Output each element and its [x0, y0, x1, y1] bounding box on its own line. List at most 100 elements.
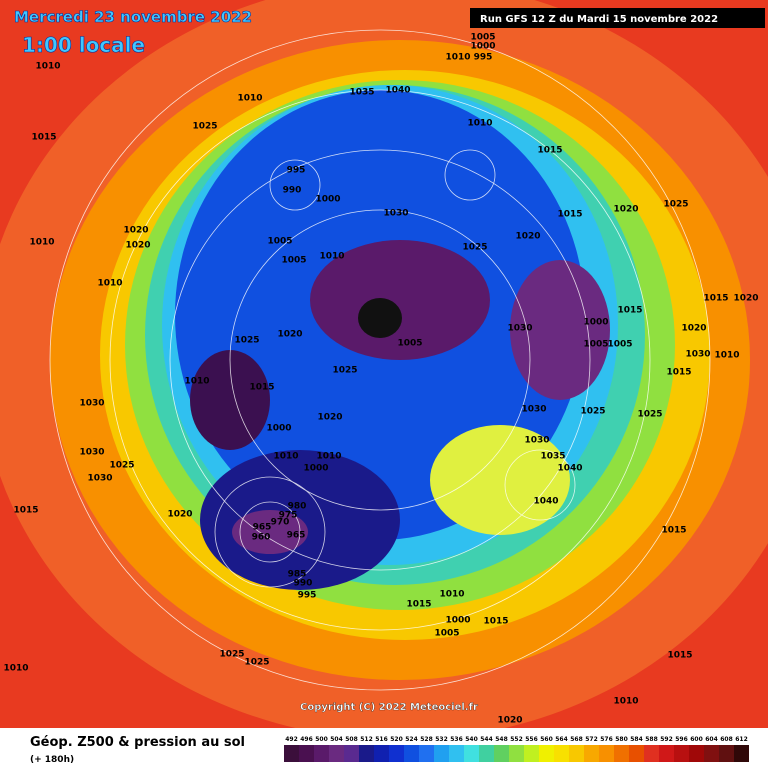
isobar-label: 1015: [537, 146, 562, 156]
isobar-label: 1025: [234, 336, 259, 346]
scale-label: 516: [375, 736, 388, 743]
scale-swatch: [569, 745, 584, 762]
isobar-label: 995: [287, 166, 306, 176]
scale-swatch: [404, 745, 419, 762]
scale-swatch: [464, 745, 479, 762]
isobar-label: 990: [294, 579, 313, 589]
scale-swatch: [524, 745, 539, 762]
isobar-label: 1005: [583, 340, 608, 350]
isobar-label: 1010: [3, 664, 28, 674]
scale-label: 604: [705, 736, 718, 743]
scale-label: 560: [540, 736, 553, 743]
isobar-label: 1005: [397, 339, 422, 349]
scale-swatch: [419, 745, 434, 762]
scale-label: 504: [330, 736, 343, 743]
isobar-label: 995: [474, 53, 493, 63]
isobar-label: 1030: [507, 324, 532, 334]
isobar-label: 995: [298, 591, 317, 601]
scale-swatch: [389, 745, 404, 762]
isobar-label: 965: [287, 531, 306, 541]
scale-label: 520: [390, 736, 403, 743]
scale-swatch: [329, 745, 344, 762]
isobar-label: 1015: [13, 506, 38, 516]
scale-swatch: [284, 745, 299, 762]
scale-label: 580: [615, 736, 628, 743]
copyright: Copyright (C) 2022 Meteociel.fr: [300, 702, 478, 713]
isobar-label: 980: [288, 502, 307, 512]
isobar-label: 1030: [685, 350, 710, 360]
scale-swatch: [614, 745, 629, 762]
isobar-label: 1005: [267, 237, 292, 247]
isobar-label: 1015: [667, 651, 692, 661]
isobar-label: 1030: [87, 474, 112, 484]
scale-swatch: [719, 745, 734, 762]
scale-swatch: [434, 745, 449, 762]
isobar-label: 960: [252, 533, 271, 543]
isobar-label: 1015: [666, 368, 691, 378]
isobar-label: 1000: [583, 318, 608, 328]
scale-label: 556: [525, 736, 538, 743]
scale-swatch: [299, 745, 314, 762]
isobar-label: 1000: [445, 616, 470, 626]
isobar-label: 1015: [483, 617, 508, 627]
isobar-label: 1005: [607, 340, 632, 350]
isobar-label: 1010: [467, 119, 492, 129]
scale-label: 600: [690, 736, 703, 743]
isobar-label: 1030: [524, 436, 549, 446]
isobar-label: 1025: [332, 366, 357, 376]
map-field: [0, 0, 768, 728]
scale-label: 524: [405, 736, 418, 743]
scale-swatch: [644, 745, 659, 762]
isobar-label: 1020: [123, 226, 148, 236]
isobar-label: 1010: [316, 452, 341, 462]
isobar-label: 1015: [617, 306, 642, 316]
isobar-label: 1030: [521, 405, 546, 415]
isobar-label: 1005: [281, 256, 306, 266]
scale-label: 496: [300, 736, 313, 743]
isobar-label: 1015: [249, 383, 274, 393]
isobar-label: 1010: [714, 351, 739, 361]
scale-swatch: [674, 745, 689, 762]
scale-swatch: [449, 745, 464, 762]
scale-swatch: [539, 745, 554, 762]
scale-label: 552: [510, 736, 523, 743]
run-info: Run GFS 12 Z du Mardi 15 novembre 2022: [480, 14, 718, 25]
scale-label: 608: [720, 736, 733, 743]
isobar-label: 1000: [470, 42, 495, 52]
isobar-label: 1010: [439, 590, 464, 600]
isobar-label: 1020: [681, 324, 706, 334]
scale-label: 588: [645, 736, 658, 743]
isobar-label: 1020: [497, 716, 522, 726]
isobar-label: 1025: [109, 461, 134, 471]
scale-label: 508: [345, 736, 358, 743]
isobar-label: 1005: [470, 33, 495, 43]
isobar-label: 1010: [273, 452, 298, 462]
isobar-label: 1025: [192, 122, 217, 132]
isobar-label: 1000: [266, 424, 291, 434]
isobar-label: 1015: [661, 526, 686, 536]
isobar-label: 1020: [167, 510, 192, 520]
scale-swatch: [479, 745, 494, 762]
isobar-label: 1025: [219, 650, 244, 660]
isobar-label: 1035: [540, 452, 565, 462]
scale-swatch: [314, 745, 329, 762]
scale-label: 592: [660, 736, 673, 743]
isobar-label: 1030: [79, 399, 104, 409]
isobar-label: 965: [253, 523, 272, 533]
scale-label: 596: [675, 736, 688, 743]
scale-swatch: [374, 745, 389, 762]
isobar-label: 1025: [580, 407, 605, 417]
isobar-label: 975: [279, 511, 298, 521]
isobar-label: 1020: [733, 294, 758, 304]
run-box: [470, 8, 765, 28]
isobar-label: 1025: [244, 658, 269, 668]
scale-label: 492: [285, 736, 298, 743]
isobar-label: 1025: [637, 410, 662, 420]
scale-swatch: [494, 745, 509, 762]
isobar-label: 1015: [703, 294, 728, 304]
isobar-label: 1000: [315, 195, 340, 205]
footer-title: Géop. Z500 & pression au sol: [30, 735, 245, 750]
